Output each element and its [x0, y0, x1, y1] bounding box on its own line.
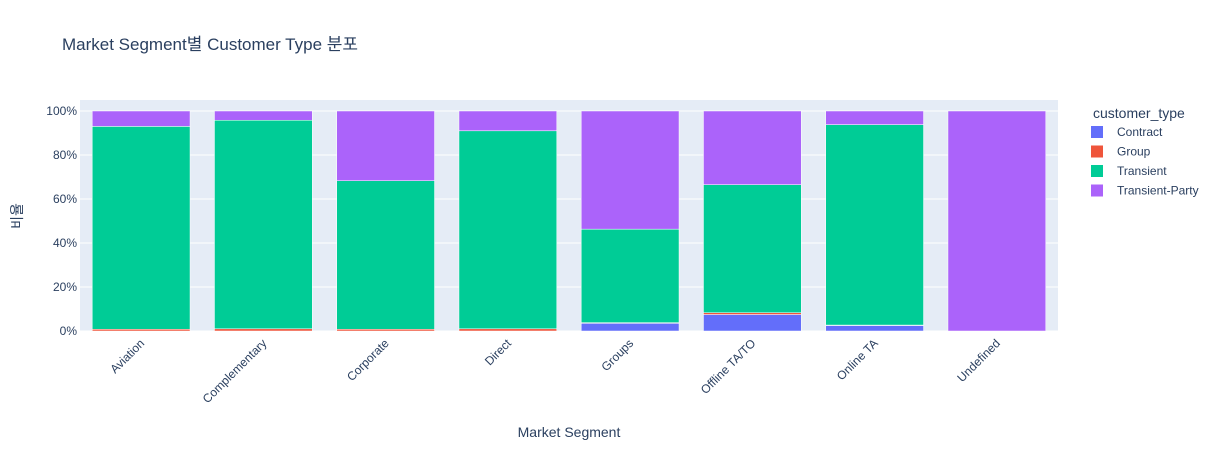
- x-tick-label: Complementary: [200, 336, 270, 406]
- legend-item-label[interactable]: Group: [1117, 145, 1151, 159]
- legend: customer_type Contract Group Transient Tran…: [1091, 105, 1199, 198]
- chart-title: Market Segment별 Customer Type 분포: [62, 35, 358, 54]
- legend-title: customer_type: [1093, 105, 1185, 121]
- bar-segment: [336, 110, 435, 181]
- bar-segment: [458, 130, 558, 330]
- y-axis-title: 비율: [9, 203, 25, 229]
- bar-segment: [214, 119, 313, 330]
- bar-segment: [703, 184, 802, 313]
- bar-segment: [825, 124, 924, 326]
- x-axis-title: Market Segment: [518, 424, 621, 440]
- bar-segment: [580, 228, 680, 323]
- bar-segment: [825, 325, 924, 332]
- bar-segment: [825, 110, 924, 125]
- x-tick-label: Aviation: [107, 336, 147, 376]
- bar-segment: [91, 110, 191, 127]
- legend-item-label[interactable]: Transient: [1117, 164, 1167, 178]
- legend-swatch[interactable]: [1091, 184, 1103, 197]
- legend-item-label[interactable]: Contract: [1117, 125, 1163, 139]
- bar-segment: [458, 328, 558, 332]
- y-tick-label: 100%: [46, 104, 77, 118]
- x-axis-ticks: Aviation Complementary Corporate Direct Grou…: [107, 336, 1003, 406]
- bar-segment: [91, 126, 191, 330]
- bar-segment: [947, 110, 1047, 332]
- bar-segment: [703, 314, 802, 332]
- y-tick-label: 40%: [53, 236, 77, 250]
- x-tick-label: Online TA: [834, 336, 881, 383]
- y-tick-label: 0%: [60, 324, 78, 338]
- x-tick-label: Undefined: [954, 336, 1003, 385]
- legend-item-label[interactable]: Transient-Party: [1117, 184, 1199, 198]
- bar-segment: [91, 328, 191, 332]
- bar-segment: [336, 328, 435, 332]
- x-tick-label: Offline TA/TO: [698, 336, 759, 397]
- x-tick-label: Groups: [599, 336, 637, 374]
- bar-segment: [580, 110, 680, 230]
- bar-segment: [336, 180, 435, 330]
- bar-segment: [580, 323, 680, 332]
- y-tick-label: 20%: [53, 280, 77, 294]
- legend-swatch[interactable]: [1091, 165, 1103, 177]
- y-tick-label: 60%: [53, 192, 77, 206]
- x-tick-label: Corporate: [344, 336, 392, 384]
- bar-segment: [458, 110, 558, 132]
- x-tick-label: Direct: [482, 336, 515, 369]
- legend-swatch[interactable]: [1091, 126, 1103, 138]
- bar-segment: [703, 110, 802, 185]
- bar-segment: [214, 110, 313, 121]
- bar-segment: [703, 312, 802, 315]
- y-axis-ticks: 0% 20% 40% 60% 80% 100%: [46, 104, 77, 338]
- y-tick-label: 80%: [53, 148, 77, 162]
- bars: [91, 110, 1047, 332]
- bar-segment: [214, 328, 313, 332]
- legend-swatch[interactable]: [1091, 145, 1103, 158]
